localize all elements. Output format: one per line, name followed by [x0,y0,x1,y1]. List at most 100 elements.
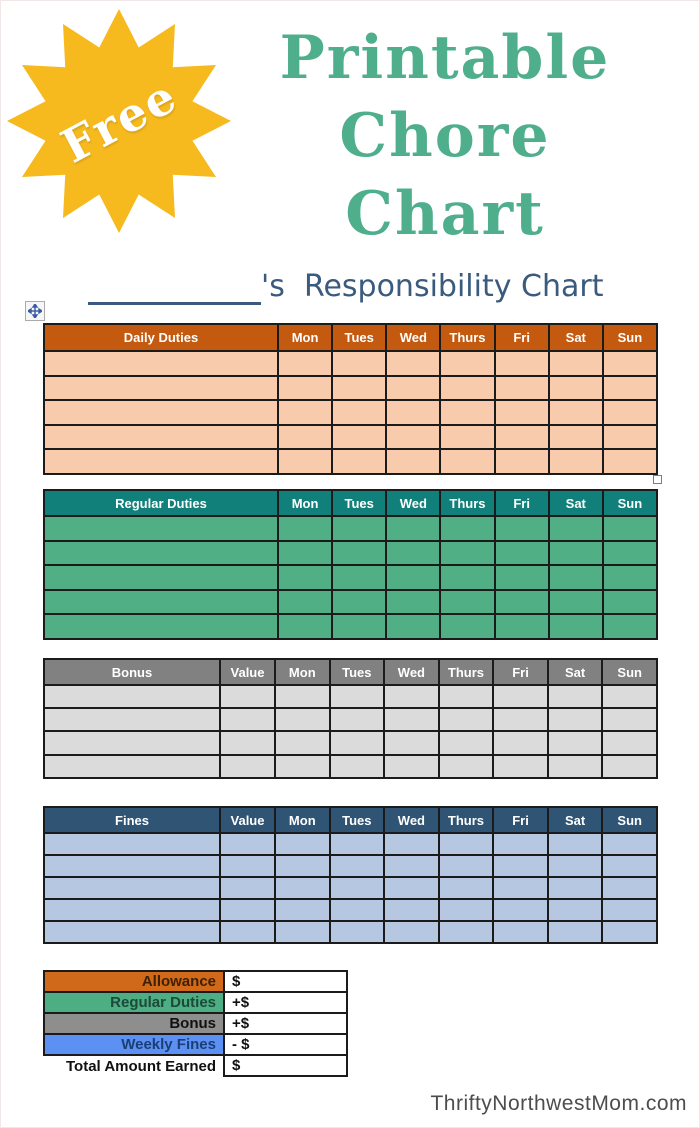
fines-sun-cell [601,854,658,878]
bonus-wed-cell [383,683,440,710]
regular-day-header-sun: Sun [601,489,659,517]
regular-sat-cell [547,564,604,591]
fines-mon-cell [274,898,331,922]
bonus-day-header-wed: Wed [383,658,440,686]
responsibility-heading: 's Responsibility Chart [88,269,603,305]
daily-tues-cell [331,399,388,426]
regular-wed-cell [385,613,442,640]
table-move-handle[interactable] [25,301,45,321]
daily-fri-cell [493,374,550,401]
allowance-summary-table: Allowance $ Regular Duties +$ Bonus +$ Weekly … [43,970,348,1077]
regular-row [43,613,659,640]
regular-name-cell [43,613,279,640]
daily-name-cell [43,350,279,377]
bonus-day-header-mon: Mon [274,658,331,686]
regular-name-cell [43,515,279,542]
bonus-sat-cell [546,683,604,710]
fines-wed-cell [383,876,440,900]
fines-tues-cell [328,854,386,878]
regular-thurs-cell [439,588,496,615]
bonus-table-title: Bonus [43,658,221,686]
regular-sat-cell [547,539,604,566]
fines-fri-cell [492,876,549,900]
regular-sun-cell [601,564,659,591]
fines-thurs-cell [437,854,495,878]
daily-name-cell [43,399,279,426]
fines-day-header-fri: Fri [492,806,549,834]
fines-mon-cell [274,854,331,878]
page-title: Printable Chore Chart [249,19,641,253]
bonus-day-header-sat: Sat [546,658,604,686]
bonus-day-header-fri: Fri [492,658,549,686]
bonus-name-cell [43,753,221,779]
fines-tues-cell [328,876,386,900]
fines-row [43,832,658,856]
fines-thurs-cell [437,920,495,944]
bonus-mon-cell [274,730,331,756]
table-resize-handle[interactable] [653,475,662,484]
bonus-tues-cell [328,707,386,733]
fines-wed-cell [383,832,440,856]
bonus-fri-cell [492,730,549,756]
regular-row [43,564,659,591]
regular-row [43,588,659,615]
regular-wed-cell [385,515,442,542]
fines-value-cell [219,876,276,900]
regular-wed-cell [385,588,442,615]
regular-duties-table: Regular Duties Mon Tues Wed Thurs Fri Sat Sun [43,489,659,640]
daily-wed-cell [385,423,442,450]
daily-name-cell [43,374,279,401]
regular-tues-cell [331,613,388,640]
bonus-mon-cell [274,683,331,710]
bonus-day-header-thurs: Thurs [437,658,495,686]
bonus-name-cell [43,683,221,710]
fines-name-cell [43,898,221,922]
fines-row [43,854,658,878]
bonus-value-cell [219,707,276,733]
fines-day-header-mon: Mon [274,806,331,834]
bonus-value-cell [219,730,276,756]
fines-wed-cell [383,854,440,878]
bonus-sun-cell [601,707,658,733]
fines-sun-cell [601,898,658,922]
summary-row: Bonus +$ [43,1012,348,1035]
daily-mon-cell [276,350,334,377]
regular-row [43,515,659,542]
fines-value-cell [219,832,276,856]
bonus-thurs-cell [437,730,495,756]
daily-sun-cell [601,448,659,475]
bonus-value-cell [219,753,276,779]
daily-sat-cell [547,448,604,475]
fines-row [43,876,658,900]
regular-sun-cell [601,515,659,542]
bonus-sat-cell [546,730,604,756]
free-badge-text: Free [52,68,186,174]
daily-wed-cell [385,374,442,401]
fines-mon-cell [274,876,331,900]
summary-label-cell: Total Amount Earned [44,1055,224,1076]
regular-mon-cell [276,564,334,591]
fines-thurs-cell [437,898,495,922]
bonus-day-header-tues: Tues [328,658,386,686]
bonus-name-cell [43,707,221,733]
fines-name-cell [43,876,221,900]
summary-value-cell: +$ [223,991,348,1014]
summary-value-cell: $ [223,970,348,993]
daily-thurs-cell [439,350,496,377]
move-arrows-icon [28,304,42,318]
regular-thurs-cell [439,613,496,640]
bonus-row [43,753,658,779]
fines-tues-cell [328,898,386,922]
daily-wed-cell [385,448,442,475]
bonus-mon-cell [274,707,331,733]
page-title-line-3: Chart [345,179,545,249]
daily-row [43,374,659,401]
fines-value-cell [219,854,276,878]
summary-label-cell: Allowance [43,970,225,993]
daily-sat-cell [547,350,604,377]
fines-day-header-wed: Wed [383,806,440,834]
daily-day-header-sat: Sat [547,323,604,352]
daily-sat-cell [547,374,604,401]
regular-day-header-thurs: Thurs [439,489,496,517]
daily-wed-cell [385,399,442,426]
